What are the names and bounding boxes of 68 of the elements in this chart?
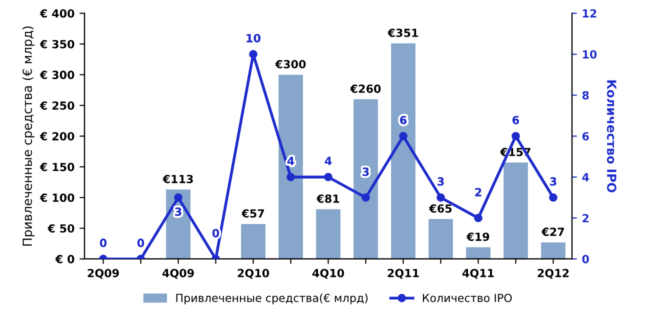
bar: [241, 224, 266, 259]
y-tick-label: € 250: [40, 101, 74, 110]
bar: [504, 162, 528, 259]
point: [174, 193, 182, 202]
x-tick-label: 2Q11: [388, 268, 419, 279]
y-tick-label: € 400: [40, 9, 74, 18]
y2-tick-label: 0: [582, 254, 589, 264]
point: [249, 50, 258, 58]
point: [474, 214, 482, 222]
y-tick-label: € 100: [40, 194, 74, 202]
data-label: 3: [362, 168, 369, 176]
point: [436, 193, 445, 202]
bar: [428, 219, 453, 259]
y-tick-label: € 200: [40, 132, 74, 140]
x-tick-label: 2Q09: [88, 268, 119, 279]
point: [362, 193, 370, 202]
data-label: €81: [316, 194, 340, 203]
data-label: 3: [438, 177, 444, 186]
y2-tick-label: 4: [582, 173, 589, 182]
data-label: €113: [162, 174, 193, 184]
y2-axis-title: Количество IPO: [606, 80, 616, 192]
bar: [466, 247, 490, 259]
data-label: 4: [324, 156, 332, 166]
x-tick-label: 4Q10: [312, 268, 344, 279]
data-label: 6: [512, 116, 520, 124]
y-axis-title: Привлеченные средства (€ млрд): [22, 26, 34, 246]
y-tick-label: € 0: [55, 254, 74, 264]
y-tick-label: € 300: [40, 70, 74, 80]
point: [399, 132, 408, 140]
data-label: 4: [287, 156, 294, 166]
x-tick-label: 2Q10: [238, 268, 270, 279]
y2-tick-label: 8: [582, 91, 589, 100]
y2-tick-label: 12: [582, 9, 596, 18]
x-tick-label: 4Q09: [162, 268, 194, 279]
data-label: 0: [137, 238, 144, 248]
bar: [541, 242, 566, 259]
data-label: €65: [428, 204, 452, 213]
data-label: 3: [550, 177, 556, 186]
data-label: €57: [241, 209, 264, 218]
data-label: 10: [246, 34, 260, 42]
point: [549, 193, 558, 202]
point: [286, 172, 295, 182]
x-tick-label: 2Q12: [538, 268, 569, 279]
x-tick-label: 4Q11: [462, 268, 494, 279]
data-label: 3: [175, 207, 182, 216]
data-label: 2: [475, 188, 482, 196]
data-label: €300: [275, 60, 306, 68]
point: [324, 172, 332, 182]
y-tick-label: € 350: [40, 40, 74, 48]
y2-tick-label: 2: [582, 214, 588, 222]
data-label: 6: [400, 116, 407, 124]
y-tick-label: € 150: [40, 162, 74, 172]
y-tick-label: € 50: [48, 224, 74, 233]
bar: [354, 99, 378, 259]
y2-tick-label: 10: [582, 50, 597, 59]
bar: [278, 74, 303, 259]
legend-label: Привлеченные средства(€ млрд): [176, 294, 368, 304]
data-label: €19: [466, 232, 490, 241]
data-label: €260: [350, 84, 381, 93]
data-label: €27: [541, 228, 564, 236]
point: [512, 132, 520, 140]
bar: [316, 209, 340, 259]
data-label: 0: [212, 228, 220, 238]
legend-label: Количество IPO: [422, 294, 512, 302]
bar: [391, 43, 416, 259]
y2-tick-label: 6: [582, 132, 589, 140]
data-label: 0: [100, 238, 107, 248]
data-label: €351: [388, 28, 418, 38]
